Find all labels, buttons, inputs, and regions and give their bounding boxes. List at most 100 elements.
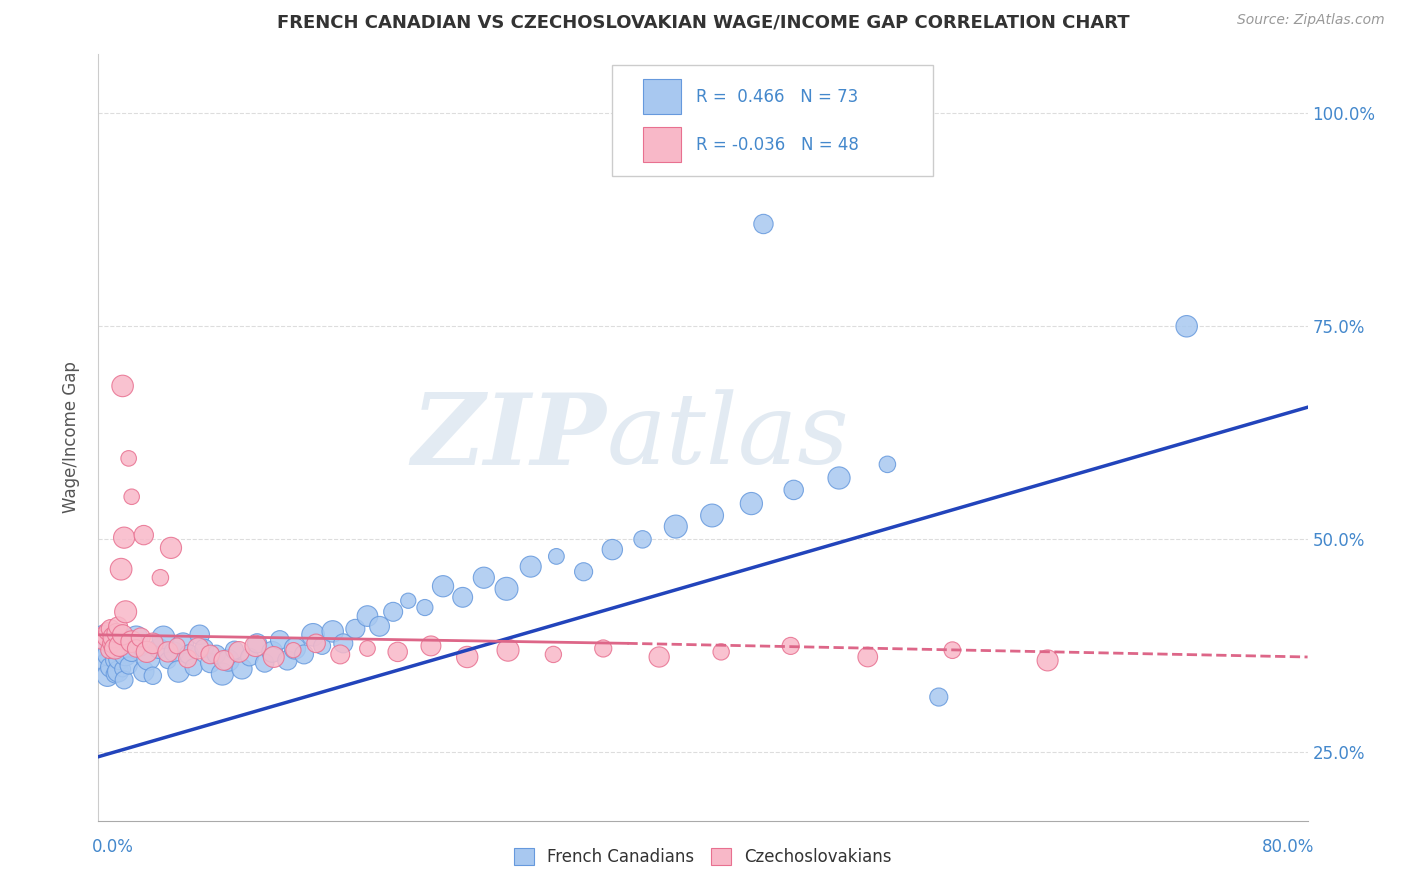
French Canadians (114, 648, 136, 662)
French Canadians (167, 665, 190, 679)
Czechoslovakians (125, 641, 148, 656)
FancyBboxPatch shape (643, 128, 682, 161)
French Canadians (217, 653, 239, 667)
French Canadians (101, 639, 124, 653)
Czechoslovakians (101, 636, 124, 650)
Text: R = -0.036   N = 48: R = -0.036 N = 48 (696, 136, 859, 153)
Czechoslovakians (176, 651, 198, 665)
Text: FRENCH CANADIAN VS CZECHOSLOVAKIAN WAGE/INCOME GAP CORRELATION CHART: FRENCH CANADIAN VS CZECHOSLOVAKIAN WAGE/… (277, 13, 1129, 31)
French Canadians (156, 653, 179, 667)
French Canadians (142, 669, 165, 683)
Czechoslovakians (108, 639, 131, 653)
Text: atlas: atlas (606, 390, 849, 484)
French Canadians (284, 641, 307, 656)
French Canadians (112, 673, 135, 687)
Czechoslovakians (105, 626, 128, 640)
Text: Source: ZipAtlas.com: Source: ZipAtlas.com (1237, 13, 1385, 28)
French Canadians (98, 648, 121, 662)
Czechoslovakians (592, 641, 614, 656)
Legend: French Canadians, Czechoslovakians: French Canadians, Czechoslovakians (506, 840, 900, 875)
French Canadians (876, 458, 898, 472)
French Canadians (928, 690, 950, 704)
French Canadians (163, 645, 186, 659)
Czechoslovakians (187, 641, 209, 656)
Czechoslovakians (111, 628, 134, 642)
Czechoslovakians (263, 650, 285, 665)
Czechoslovakians (856, 650, 879, 665)
Czechoslovakians (245, 639, 267, 653)
Czechoslovakians (121, 490, 143, 504)
Czechoslovakians (93, 628, 115, 642)
Czechoslovakians (104, 641, 127, 656)
Text: 80.0%: 80.0% (1263, 838, 1315, 855)
Czechoslovakians (98, 643, 121, 657)
French Canadians (136, 651, 159, 665)
Czechoslovakians (112, 531, 135, 545)
Czechoslovakians (110, 562, 132, 576)
Czechoslovakians (200, 648, 222, 662)
French Canadians (495, 582, 517, 596)
French Canadians (602, 542, 624, 557)
Czechoslovakians (305, 636, 328, 650)
French Canadians (356, 609, 378, 624)
French Canadians (239, 650, 262, 665)
French Canadians (382, 605, 405, 619)
French Canadians (118, 658, 141, 673)
French Canadians (231, 662, 253, 676)
French Canadians (94, 656, 117, 670)
Czechoslovakians (118, 451, 141, 466)
FancyBboxPatch shape (643, 79, 682, 114)
Czechoslovakians (1036, 653, 1059, 667)
French Canadians (224, 643, 246, 657)
Czechoslovakians (91, 634, 114, 648)
Czechoslovakians (387, 645, 409, 659)
French Canadians (172, 636, 194, 650)
French Canadians (108, 651, 131, 665)
Czechoslovakians (94, 631, 117, 645)
French Canadians (302, 628, 325, 642)
Text: 0.0%: 0.0% (91, 838, 134, 855)
French Canadians (269, 632, 291, 647)
French Canadians (1175, 319, 1198, 334)
Czechoslovakians (543, 648, 565, 662)
French Canadians (125, 631, 148, 645)
Czechoslovakians (420, 639, 443, 653)
French Canadians (152, 631, 174, 645)
Czechoslovakians (114, 605, 136, 619)
Czechoslovakians (129, 631, 152, 645)
Text: ZIP: ZIP (412, 389, 606, 485)
Czechoslovakians (142, 636, 165, 650)
French Canadians (276, 653, 298, 667)
French Canadians (193, 641, 215, 656)
French Canadians (631, 533, 654, 547)
French Canadians (96, 669, 118, 683)
French Canadians (183, 660, 205, 674)
Text: R =  0.466   N = 73: R = 0.466 N = 73 (696, 87, 858, 105)
Czechoslovakians (648, 650, 671, 665)
French Canadians (93, 643, 115, 657)
Czechoslovakians (356, 641, 378, 656)
French Canadians (311, 639, 333, 653)
French Canadians (451, 591, 474, 605)
French Canadians (100, 660, 122, 674)
French Canadians (179, 648, 201, 662)
French Canadians (188, 628, 211, 642)
French Canadians (103, 653, 125, 667)
French Canadians (211, 667, 233, 681)
Czechoslovakians (132, 528, 155, 542)
French Canadians (111, 662, 134, 676)
French Canadians (432, 579, 454, 593)
French Canadians (546, 549, 568, 564)
Czechoslovakians (166, 639, 188, 653)
French Canadians (519, 559, 541, 574)
French Canadians (148, 641, 170, 656)
French Canadians (396, 593, 419, 607)
French Canadians (700, 508, 723, 523)
French Canadians (413, 600, 436, 615)
French Canadians (344, 622, 367, 636)
French Canadians (200, 656, 222, 670)
French Canadians (110, 634, 132, 648)
Czechoslovakians (710, 645, 733, 659)
Czechoslovakians (107, 619, 129, 633)
Y-axis label: Wage/Income Gap: Wage/Income Gap (62, 361, 80, 513)
